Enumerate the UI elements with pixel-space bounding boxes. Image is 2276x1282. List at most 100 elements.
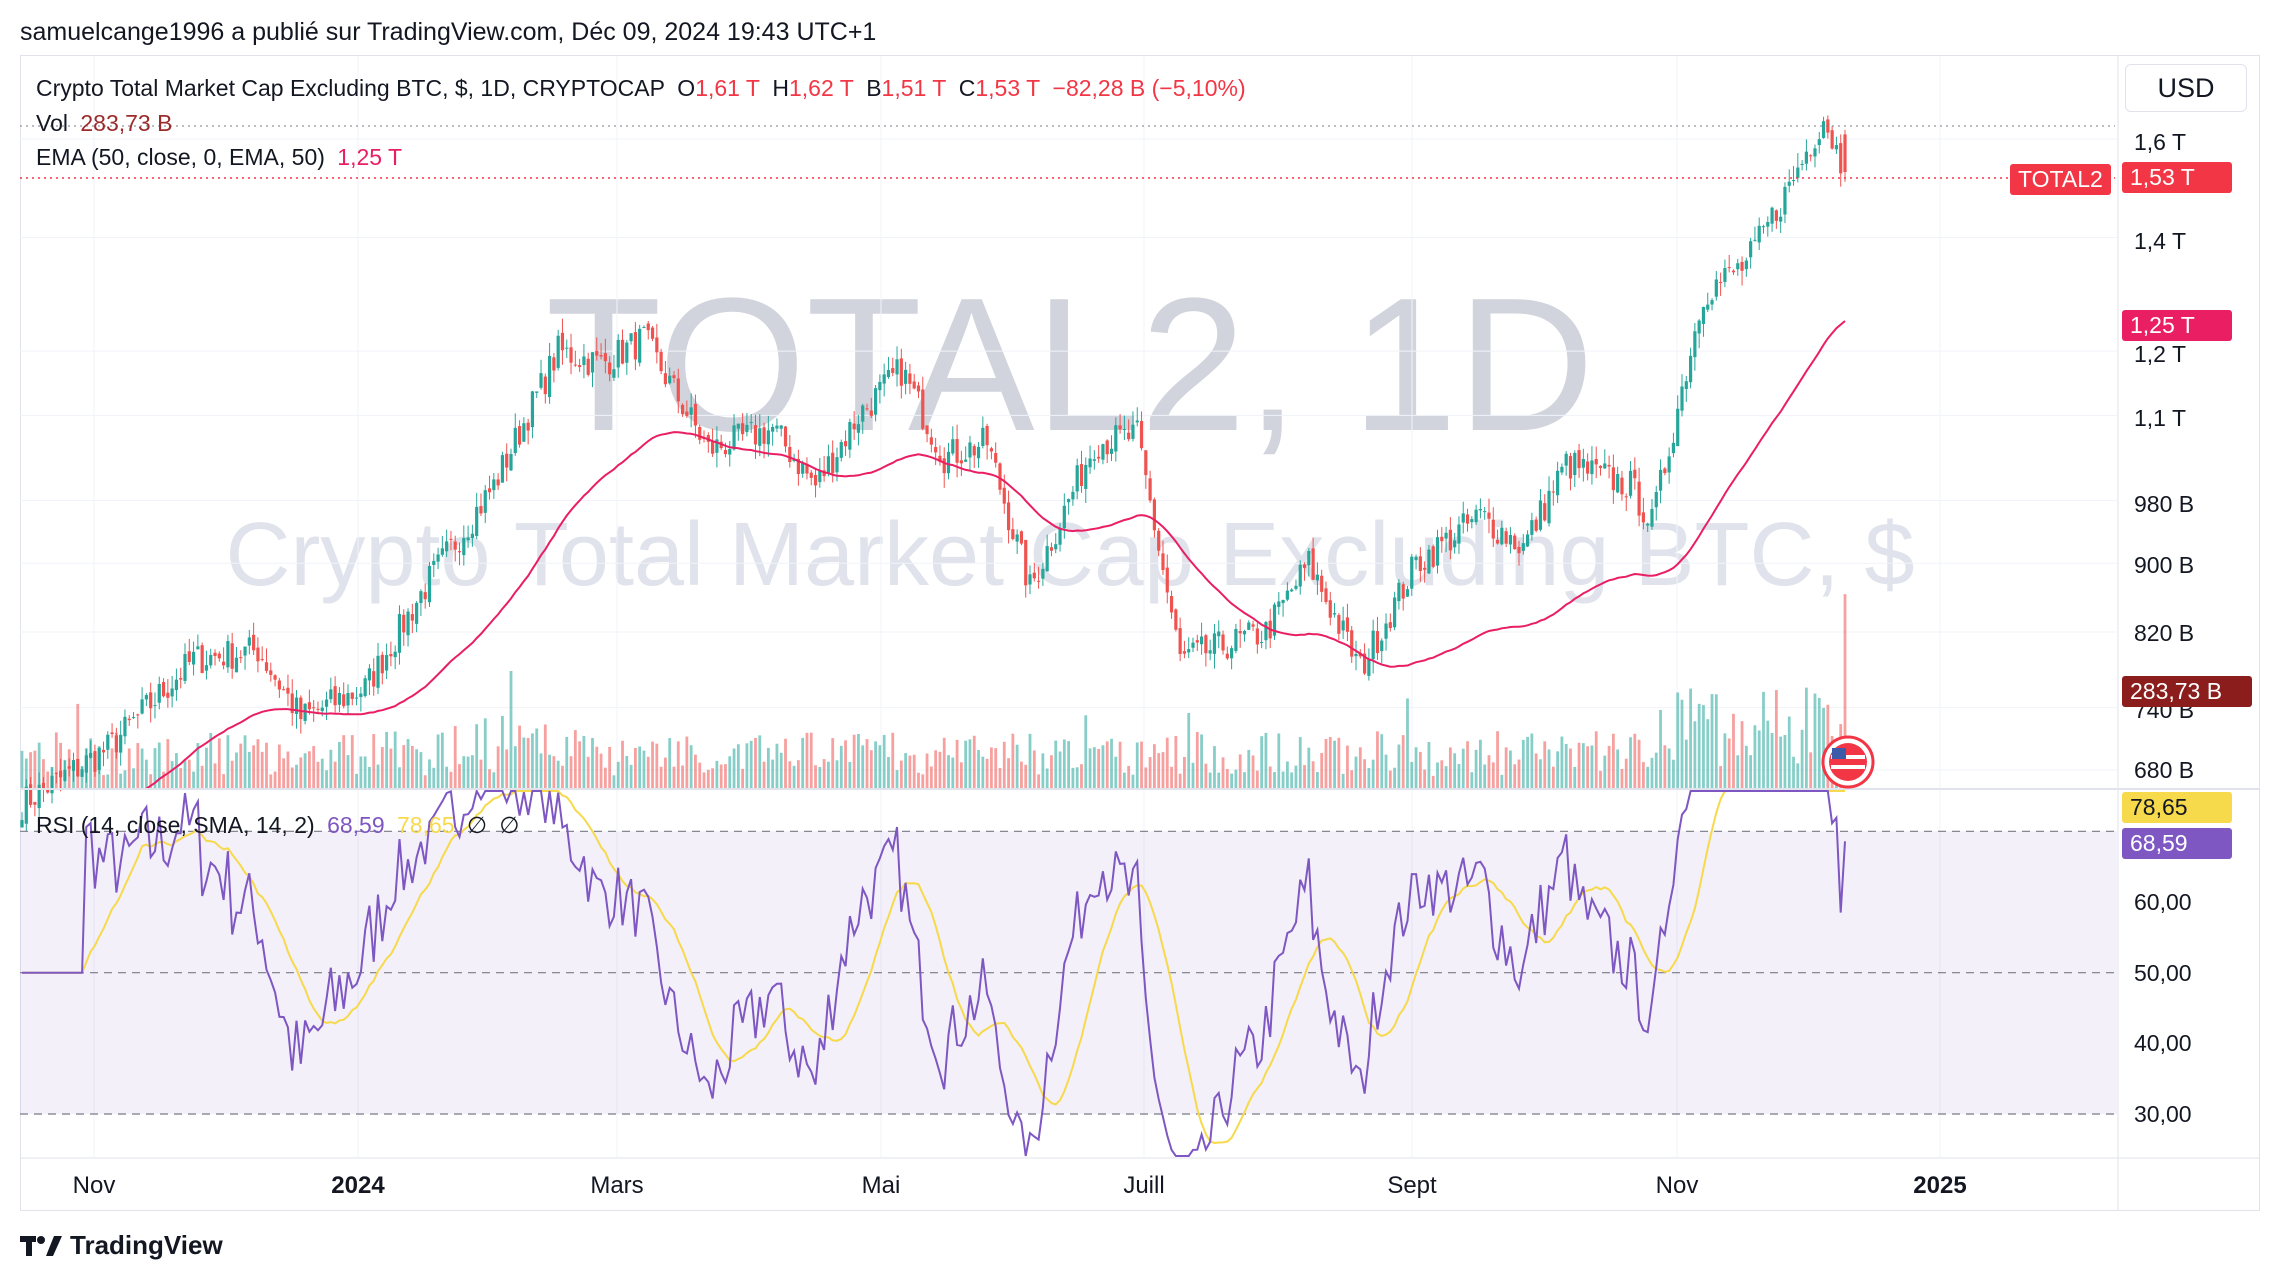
candle-body[interactable]: [942, 458, 946, 474]
candle-body[interactable]: [869, 410, 873, 416]
candle-body[interactable]: [54, 772, 58, 774]
candle-body[interactable]: [650, 327, 655, 339]
candle-body[interactable]: [826, 456, 831, 474]
candle-body[interactable]: [693, 403, 698, 426]
candle-body[interactable]: [852, 423, 856, 430]
candle-body[interactable]: [1667, 456, 1671, 473]
candle-body[interactable]: [1393, 597, 1397, 628]
candle-body[interactable]: [1388, 622, 1392, 629]
candle-body[interactable]: [273, 675, 277, 680]
candle-body[interactable]: [1311, 548, 1315, 580]
candle-body[interactable]: [989, 448, 994, 452]
candle-body[interactable]: [608, 362, 612, 375]
candle-body[interactable]: [891, 368, 895, 373]
candle-body[interactable]: [286, 687, 290, 694]
candle-body[interactable]: [929, 437, 933, 445]
candle-body[interactable]: [1457, 524, 1461, 544]
candle-body[interactable]: [1753, 239, 1757, 241]
candle-body[interactable]: [1174, 609, 1178, 630]
candle-body[interactable]: [839, 442, 843, 458]
candle-body[interactable]: [170, 688, 174, 697]
candle-body[interactable]: [1135, 420, 1139, 423]
candle-body[interactable]: [350, 692, 354, 699]
candle-body[interactable]: [449, 538, 453, 540]
candle-body[interactable]: [1611, 467, 1615, 491]
tradingview-logo[interactable]: TradingView: [20, 1230, 223, 1261]
candle-body[interactable]: [1054, 544, 1058, 550]
candle-body[interactable]: [1723, 268, 1727, 282]
candle-body[interactable]: [565, 347, 569, 349]
candle-body[interactable]: [230, 643, 234, 669]
candle-body[interactable]: [762, 427, 766, 444]
candle-body[interactable]: [1204, 635, 1208, 654]
candle-body[interactable]: [393, 651, 397, 658]
candle-body[interactable]: [685, 411, 689, 416]
candle-body[interactable]: [848, 422, 852, 450]
candle-body[interactable]: [1804, 151, 1808, 164]
candle-body[interactable]: [916, 385, 921, 392]
candle-body[interactable]: [1624, 496, 1628, 498]
candle-body[interactable]: [342, 694, 346, 707]
candle-body[interactable]: [1109, 448, 1114, 454]
candle-body[interactable]: [179, 678, 183, 680]
candle-body[interactable]: [1380, 640, 1384, 652]
candle-body[interactable]: [904, 369, 908, 384]
candle-body[interactable]: [1251, 624, 1255, 627]
candle-body[interactable]: [1139, 420, 1144, 449]
candle-body[interactable]: [1616, 473, 1620, 493]
candle-body[interactable]: [166, 692, 170, 698]
candle-body[interactable]: [123, 716, 127, 737]
candle-body[interactable]: [899, 358, 903, 386]
candle-body[interactable]: [1315, 574, 1320, 581]
candle-body[interactable]: [354, 697, 359, 699]
candle-body[interactable]: [20, 820, 24, 828]
candle-body[interactable]: [1504, 531, 1508, 544]
candle-body[interactable]: [127, 718, 131, 721]
candle-body[interactable]: [1255, 628, 1259, 645]
candle-body[interactable]: [252, 634, 256, 651]
candle-body[interactable]: [1487, 512, 1491, 519]
candle-body[interactable]: [187, 651, 191, 662]
candle-body[interactable]: [766, 430, 770, 445]
candle-body[interactable]: [547, 355, 552, 398]
candle-body[interactable]: [1646, 523, 1650, 526]
candle-body[interactable]: [578, 365, 582, 368]
candle-body[interactable]: [136, 714, 140, 716]
candle-body[interactable]: [1032, 572, 1036, 579]
candle-body[interactable]: [603, 353, 607, 362]
candle-body[interactable]: [479, 506, 483, 514]
candle-body[interactable]: [1483, 511, 1487, 513]
candle-body[interactable]: [801, 463, 805, 474]
candle-body[interactable]: [1191, 642, 1195, 648]
candle-body[interactable]: [783, 426, 788, 447]
candle-body[interactable]: [912, 381, 916, 389]
candle-body[interactable]: [1036, 580, 1041, 582]
candle-body[interactable]: [1148, 478, 1152, 501]
candle-body[interactable]: [1581, 458, 1585, 468]
candle-body[interactable]: [329, 689, 333, 700]
candle-body[interactable]: [517, 426, 522, 445]
candle-body[interactable]: [1208, 650, 1212, 654]
candle-body[interactable]: [1676, 408, 1680, 447]
candle-body[interactable]: [573, 364, 577, 366]
candle-body[interactable]: [710, 441, 715, 454]
candle-body[interactable]: [878, 381, 882, 391]
candle-body[interactable]: [1362, 653, 1367, 674]
candle-body[interactable]: [1418, 556, 1422, 571]
candle-body[interactable]: [46, 789, 50, 793]
candle-body[interactable]: [513, 427, 517, 454]
candle-body[interactable]: [41, 782, 46, 789]
candle-body[interactable]: [1002, 487, 1006, 504]
candle-body[interactable]: [908, 373, 912, 384]
candle-body[interactable]: [457, 551, 462, 553]
candle-body[interactable]: [256, 647, 260, 662]
candle-body[interactable]: [560, 332, 565, 351]
candle-body[interactable]: [492, 479, 496, 491]
candle-body[interactable]: [1465, 514, 1470, 524]
candle-body[interactable]: [741, 423, 745, 435]
candle-body[interactable]: [367, 668, 372, 681]
candle-body[interactable]: [1341, 620, 1345, 631]
candle-body[interactable]: [28, 784, 33, 805]
candle-body[interactable]: [337, 692, 342, 705]
